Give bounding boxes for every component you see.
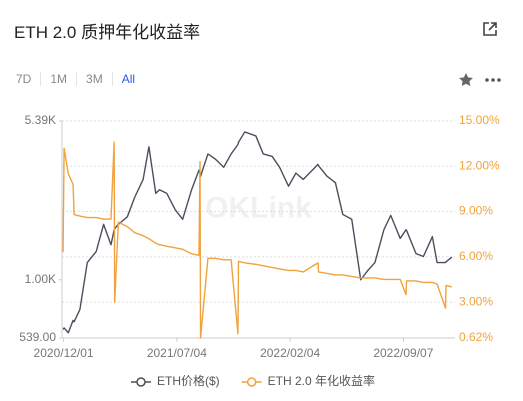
star-icon[interactable] [458, 72, 474, 88]
x-tick-label: 2021/07/04 [147, 346, 207, 360]
series-line [62, 141, 453, 339]
y2-tick-label: 0.62% [459, 330, 493, 344]
more-icon[interactable] [484, 74, 502, 86]
time-tabs: 7D 1M 3M All [16, 72, 144, 86]
x-tick-label: 2020/12/01 [34, 346, 94, 360]
legend-label: ETH 2.0 年化收益率 [268, 373, 375, 388]
y-tick-label: 5.39K [25, 113, 56, 127]
external-link-icon[interactable] [482, 21, 498, 37]
legend-label: ETH价格($) [157, 373, 220, 388]
time-tab[interactable]: All [111, 72, 144, 86]
watermark: OKLink [205, 191, 312, 224]
y2-tick-label: 9.00% [459, 204, 493, 218]
legend-item[interactable]: ETH 2.0 年化收益率 [241, 373, 375, 388]
y-tick-label: 539.00 [19, 330, 56, 344]
y2-tick-label: 15.00% [459, 113, 500, 127]
time-tab[interactable]: 3M [76, 72, 112, 86]
page-title: ETH 2.0 质押年化收益率 [14, 23, 201, 42]
legend-item[interactable]: ETH价格($) [131, 373, 220, 388]
y-tick-label: 1.00K [25, 272, 56, 286]
legend-marker [136, 377, 146, 387]
x-tick-label: 2022/02/04 [260, 346, 320, 360]
x-tick-label: 2022/09/07 [373, 346, 433, 360]
series-line [62, 131, 453, 334]
y2-tick-label: 3.00% [459, 294, 493, 308]
y2-tick-label: 6.00% [459, 249, 493, 263]
time-tab[interactable]: 1M [40, 72, 76, 86]
y2-tick-label: 12.00% [459, 158, 500, 172]
time-tab[interactable]: 7D [16, 72, 32, 86]
legend-marker [246, 377, 257, 387]
